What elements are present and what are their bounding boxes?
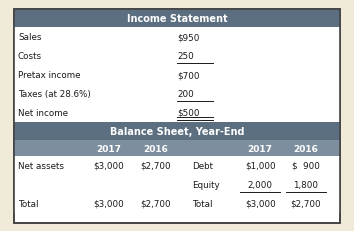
Text: Taxes (at 28.6%): Taxes (at 28.6%) <box>18 90 91 99</box>
Text: Sales: Sales <box>18 33 41 42</box>
Text: $3,000: $3,000 <box>245 199 275 208</box>
Text: 2016: 2016 <box>143 144 168 153</box>
Text: Balance Sheet, Year-End: Balance Sheet, Year-End <box>110 126 244 137</box>
Bar <box>14 156 340 175</box>
Text: Income Statement: Income Statement <box>127 14 227 24</box>
Bar <box>14 10 340 28</box>
Bar <box>14 194 340 213</box>
Text: $500: $500 <box>177 109 200 118</box>
Text: Total: Total <box>192 199 212 208</box>
Text: Net income: Net income <box>18 109 68 118</box>
Text: Costs: Costs <box>18 52 42 61</box>
Text: 250: 250 <box>177 52 194 61</box>
Text: $2,700: $2,700 <box>141 199 171 208</box>
Text: $3,000: $3,000 <box>93 161 124 170</box>
Text: Debt: Debt <box>192 161 213 170</box>
Bar <box>14 175 340 194</box>
Text: $700: $700 <box>177 71 200 80</box>
Text: 2016: 2016 <box>293 144 318 153</box>
Text: Equity: Equity <box>192 180 219 189</box>
Text: 2,000: 2,000 <box>248 180 273 189</box>
Bar <box>14 103 340 122</box>
Bar <box>14 66 340 85</box>
Text: $3,000: $3,000 <box>93 199 124 208</box>
Bar <box>14 122 340 140</box>
Text: $2,700: $2,700 <box>291 199 321 208</box>
Text: 2017: 2017 <box>248 144 273 153</box>
Text: $1,000: $1,000 <box>245 161 275 170</box>
Text: 1,800: 1,800 <box>293 180 318 189</box>
Text: $950: $950 <box>177 33 199 42</box>
Bar <box>14 85 340 103</box>
Text: $  900: $ 900 <box>292 161 320 170</box>
Bar <box>14 47 340 66</box>
Text: 200: 200 <box>177 90 194 99</box>
Text: $2,700: $2,700 <box>141 161 171 170</box>
Bar <box>14 140 340 156</box>
Text: Total: Total <box>18 199 39 208</box>
Text: Net assets: Net assets <box>18 161 64 170</box>
Text: Pretax income: Pretax income <box>18 71 80 80</box>
Bar <box>14 28 340 47</box>
Text: 2017: 2017 <box>96 144 121 153</box>
